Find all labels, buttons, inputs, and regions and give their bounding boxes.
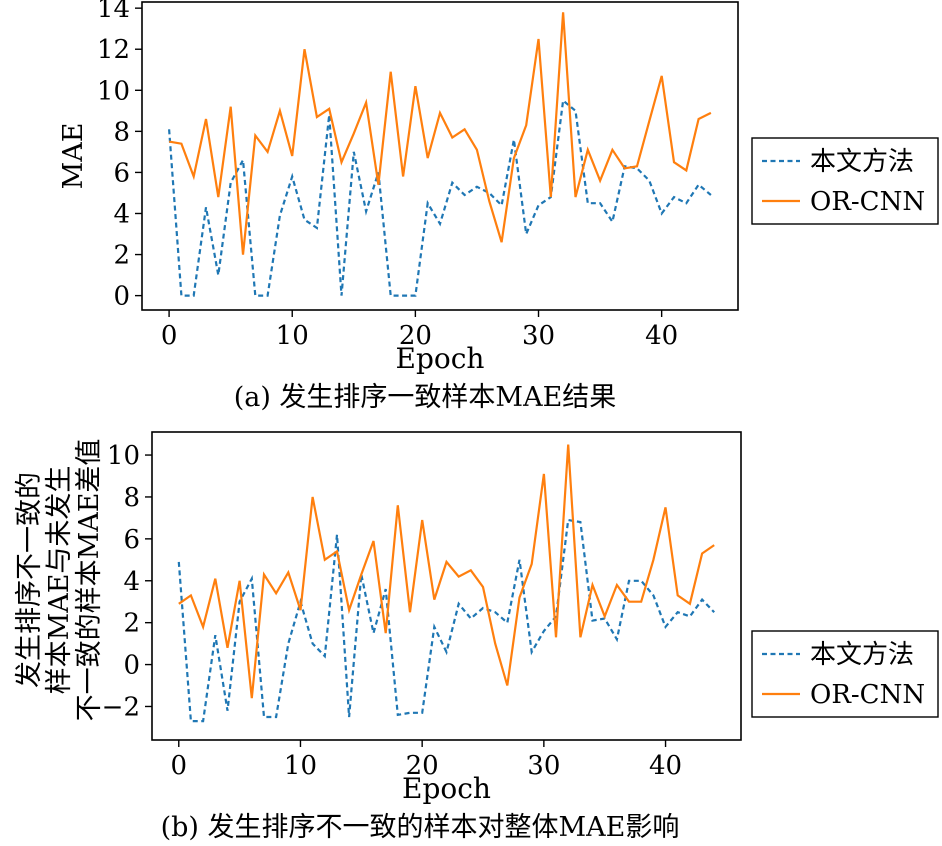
legend-label-ours: 本文方法: [810, 147, 914, 177]
x-tick-label: 0: [161, 321, 178, 351]
y-axis-label-line: 不一致的样本MAE差值: [74, 439, 105, 722]
series-line-or-cnn: [168, 12, 712, 255]
legend-label-or-cnn: OR-CNN: [810, 187, 925, 217]
y-tick-label: 6: [123, 525, 140, 555]
y-tick-label: 10: [107, 441, 140, 471]
y-tick-label: 6: [113, 158, 130, 188]
y-tick-label: 10: [97, 76, 130, 106]
caption-a: (a) 发生排序一致样本MAE结果: [234, 382, 617, 413]
y-tick-label: 14: [97, 0, 130, 24]
y-axis-label: MAE: [58, 123, 89, 190]
x-tick-label: 40: [649, 751, 682, 781]
legend-box: [751, 137, 939, 225]
y-axis-label-line: MAE: [58, 123, 89, 190]
x-axis-label: Epoch: [402, 772, 491, 805]
chart-b: 0 10 20 30 40 −2 0 2 4 6 8 10 Epoch 发生排序不一致的样本MAE与未发生…: [14, 431, 939, 805]
x-tick-label: 20: [406, 751, 439, 781]
series-line-or-cnn: [178, 444, 715, 699]
y-tick-label: 2: [113, 241, 130, 271]
x-tick-label: 10: [284, 751, 317, 781]
legend-label-or-cnn: OR-CNN: [810, 680, 925, 710]
y-tick-label: 0: [113, 282, 130, 312]
legend: 本文方法 OR-CNN: [751, 137, 939, 225]
y-axis-label-line: 样本MAE与未发生: [44, 466, 75, 695]
legend: 本文方法 OR-CNN: [751, 630, 939, 718]
x-tick-label: 20: [399, 321, 432, 351]
y-axis-label-line: 发生排序不一致的: [14, 472, 45, 688]
y-tick-label: −2: [102, 692, 140, 722]
y-tick-label: 4: [123, 567, 140, 597]
series-line-ours: [168, 98, 712, 297]
series-line-ours: [177, 518, 715, 723]
y-tick-label: 8: [113, 117, 130, 147]
y-tick-label: 8: [123, 483, 140, 513]
x-tick-label: 40: [645, 321, 678, 351]
x-tick-label: 10: [276, 321, 309, 351]
y-tick-label: 4: [113, 199, 130, 229]
plot-frame: [151, 431, 742, 741]
y-axis-label: 发生排序不一致的样本MAE与未发生不一致的样本MAE差值: [14, 439, 105, 722]
y-tick-label: 0: [123, 651, 140, 681]
legend-label-ours: 本文方法: [810, 640, 914, 670]
x-tick-label: 30: [522, 321, 555, 351]
chart-a: 0 10 20 30 40 0 2 4 6 8 10 12 14 Epoch MAE 本文方法 OR-CNN: [58, 0, 939, 375]
x-tick-label: 0: [170, 751, 187, 781]
caption-b: (b) 发生排序不一致的样本对整体MAE影响: [161, 812, 680, 843]
x-axis-label: Epoch: [396, 342, 485, 375]
y-tick-label: 12: [97, 35, 130, 65]
y-tick-label: 2: [123, 609, 140, 639]
legend-box: [751, 630, 939, 718]
x-tick-label: 30: [527, 751, 560, 781]
plot-frame: [141, 1, 739, 311]
